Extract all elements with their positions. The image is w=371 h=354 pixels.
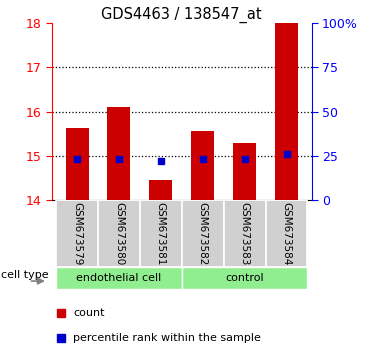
Bar (98, 200, 140, 267)
Text: percentile rank within the sample: percentile rank within the sample (73, 333, 261, 343)
Text: GSM673583: GSM673583 (240, 202, 250, 266)
Bar (56, 200, 98, 267)
Bar (191, 131, 214, 200)
Bar (233, 143, 256, 200)
Text: control: control (225, 273, 264, 283)
Text: cell type: cell type (1, 270, 49, 280)
Bar (66, 129, 89, 200)
Bar (224, 200, 266, 267)
Bar (182, 267, 308, 289)
Bar (56, 267, 182, 289)
Text: GSM673579: GSM673579 (72, 202, 82, 266)
Bar (150, 180, 173, 200)
Text: count: count (73, 308, 105, 318)
Bar (108, 107, 131, 200)
Bar (182, 200, 224, 267)
Text: GSM673580: GSM673580 (114, 202, 124, 265)
Text: GSM673582: GSM673582 (198, 202, 208, 266)
Bar (140, 200, 182, 267)
Text: GSM673584: GSM673584 (282, 202, 292, 266)
Text: GSM673581: GSM673581 (156, 202, 166, 266)
Text: endothelial cell: endothelial cell (76, 273, 162, 283)
Bar (275, 23, 298, 200)
Bar (266, 200, 308, 267)
Title: GDS4463 / 138547_at: GDS4463 / 138547_at (102, 7, 262, 23)
